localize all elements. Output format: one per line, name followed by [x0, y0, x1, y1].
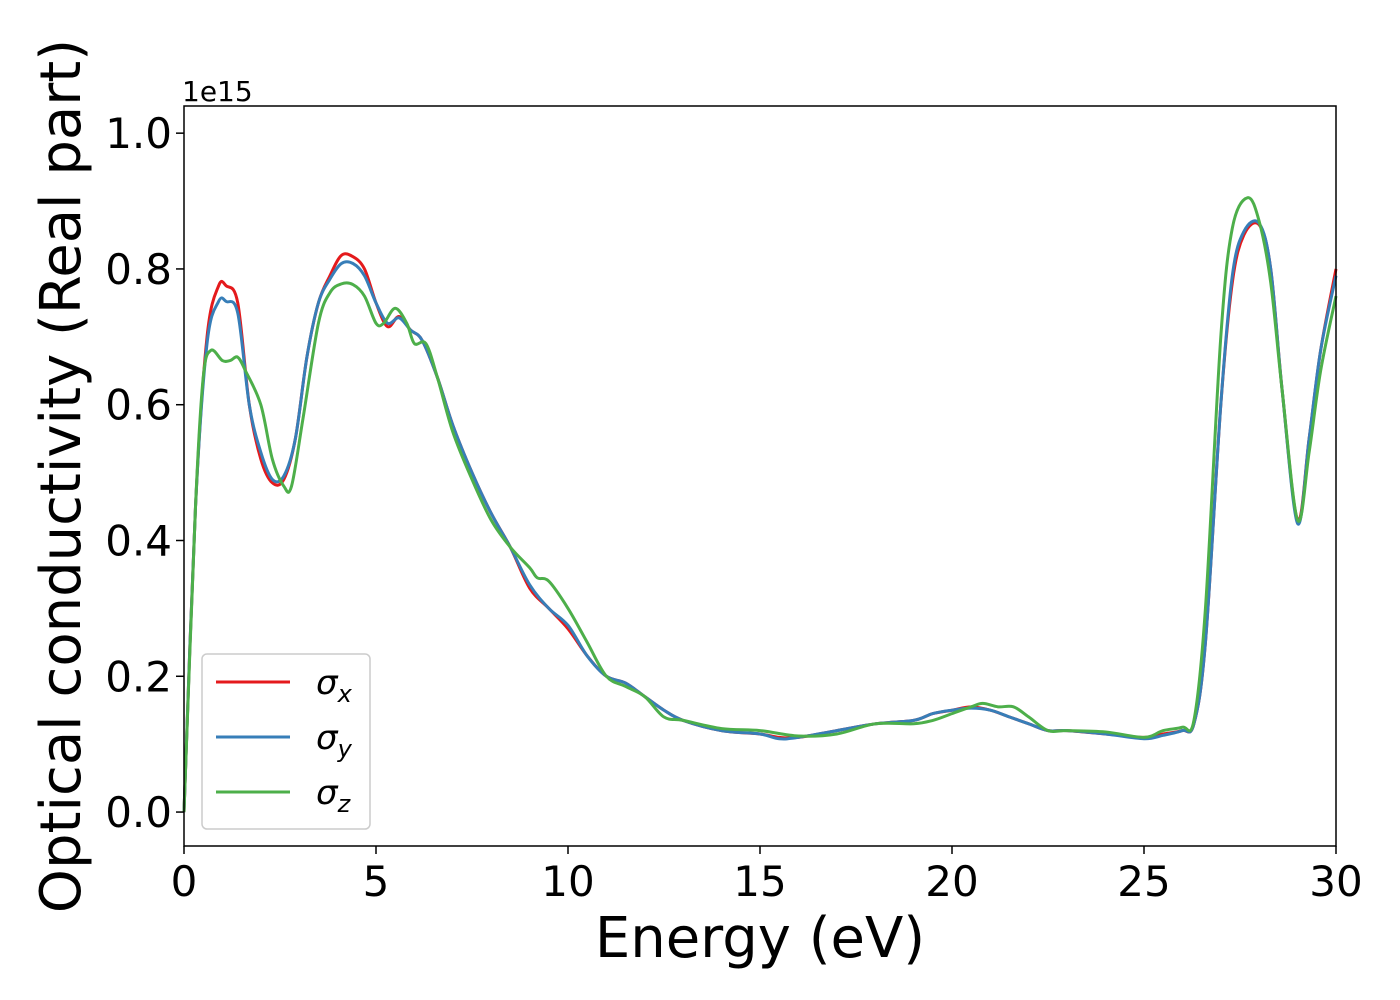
legend-box — [201, 653, 371, 830]
y-tick-label: 1.0 — [105, 109, 172, 158]
y-tick-label: 0.4 — [105, 516, 172, 565]
plot-area — [184, 106, 1336, 846]
legend-label-y: σy — [316, 718, 353, 763]
legend-symbol: σ — [316, 718, 339, 758]
legend-label-z: σz — [316, 773, 352, 818]
x-tick-label: 25 — [1117, 857, 1170, 906]
legend-subscript: x — [337, 680, 353, 708]
y-axis-label: Optical conductivity (Real part) — [29, 39, 94, 913]
y-tick-label: 0.8 — [105, 245, 172, 294]
x-tick-label: 0 — [171, 857, 198, 906]
series-line-z — [182, 196, 1338, 813]
x-tick-label: 10 — [541, 857, 594, 906]
x-tick-label: 5 — [363, 857, 390, 906]
y-axis-ticks: 0.0 0.2 0.4 0.6 0.8 1.0 — [105, 109, 184, 837]
x-tick-label: 30 — [1309, 857, 1362, 906]
y-tick-label: 0.2 — [105, 652, 172, 701]
y-offset-label: 1e15 — [182, 75, 253, 108]
y-tick-label: 0.0 — [105, 788, 172, 837]
x-tick-label: 20 — [925, 857, 978, 906]
legend-label-x: σx — [316, 663, 353, 708]
legend-subscript: y — [337, 735, 353, 763]
y-tick-label: 0.6 — [105, 381, 172, 430]
legend-symbol: σ — [316, 773, 339, 813]
series-line-y — [182, 219, 1338, 813]
series-layer — [182, 196, 1338, 813]
legend-symbol: σ — [316, 663, 339, 703]
x-axis-label: Energy (eV) — [595, 906, 925, 971]
x-axis-ticks: 0 5 10 15 20 25 30 — [171, 846, 1363, 906]
x-tick-label: 15 — [733, 857, 786, 906]
legend-subscript: z — [337, 790, 352, 818]
